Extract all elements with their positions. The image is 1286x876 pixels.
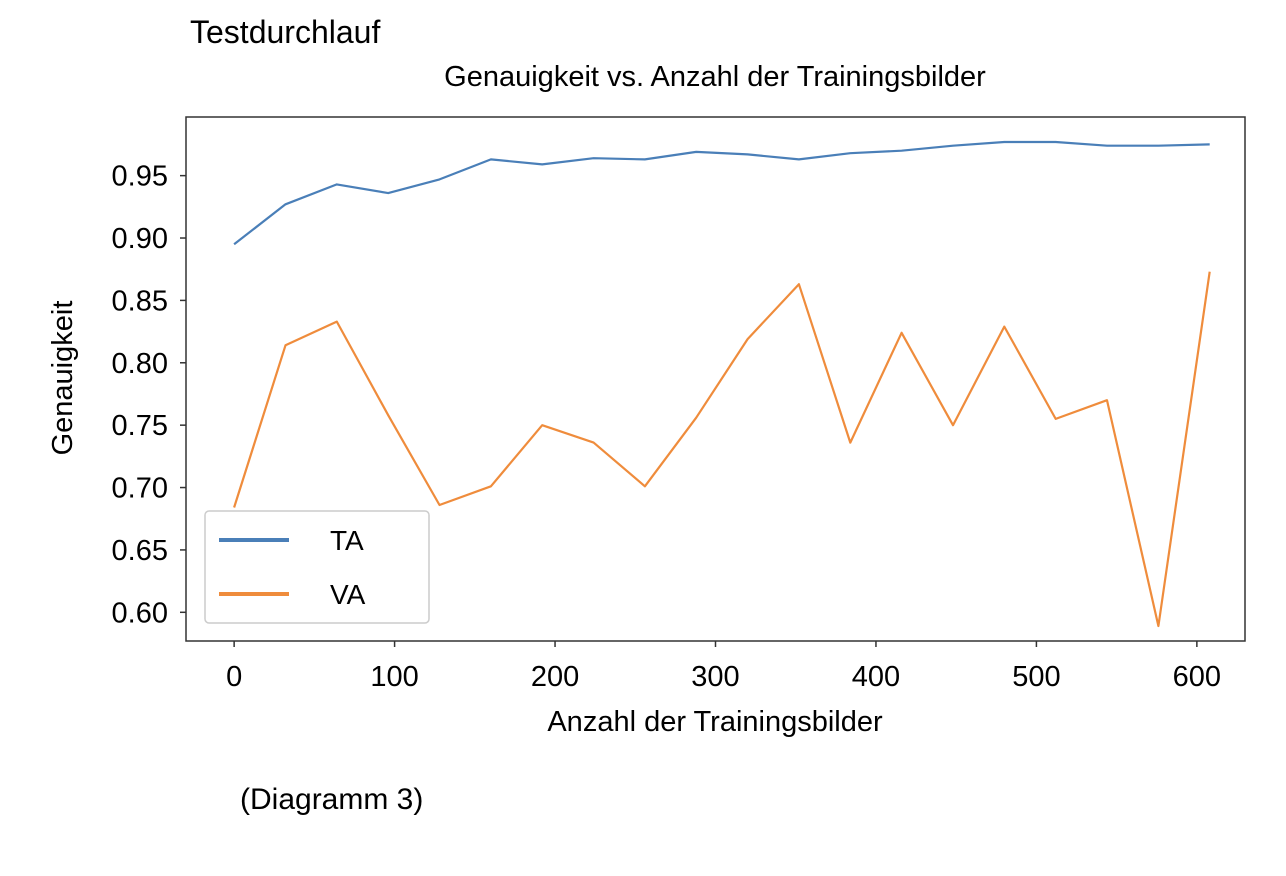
x-tick-label: 200 (531, 661, 579, 693)
y-tick-label: 0.90 (112, 223, 168, 255)
legend-label-va: VA (330, 579, 366, 610)
y-axis-title: Genauigkeit (47, 301, 79, 456)
x-axis-title: Anzahl der Trainingsbilder (547, 706, 883, 738)
series-layer (233, 140, 1211, 628)
x-tick-label: 500 (1012, 661, 1060, 693)
x-tick-label: 600 (1173, 661, 1221, 693)
chart-title: Genauigkeit vs. Anzahl der Trainingsbild… (444, 61, 986, 93)
chart-legend: TA VA (204, 510, 430, 624)
y-tick-label: 0.75 (112, 410, 168, 442)
x-tick-label: 300 (691, 661, 739, 693)
y-tick-label: 0.60 (112, 597, 168, 629)
y-tick-label: 0.95 (112, 161, 168, 193)
y-tick-label: 0.70 (112, 473, 168, 505)
series-line-ta (233, 140, 1210, 246)
series-line-va (233, 271, 1211, 628)
x-tick-label: 100 (370, 661, 418, 693)
page-heading: Testdurchlauf (190, 14, 381, 50)
y-tick-label: 0.65 (112, 535, 168, 567)
legend-label-ta: TA (330, 525, 364, 556)
figure-caption: (Diagramm 3) (240, 783, 424, 816)
x-tick-label: 400 (852, 661, 900, 693)
y-tick-label: 0.80 (112, 348, 168, 380)
x-axis: 0 100 200 300 400 500 600 (226, 641, 1221, 693)
x-tick-label: 0 (226, 661, 242, 693)
y-axis: 0.60 0.65 0.70 0.75 0.80 0.85 0.90 0.95 (112, 161, 186, 629)
legend-frame (204, 510, 430, 624)
y-tick-label: 0.85 (112, 285, 168, 317)
